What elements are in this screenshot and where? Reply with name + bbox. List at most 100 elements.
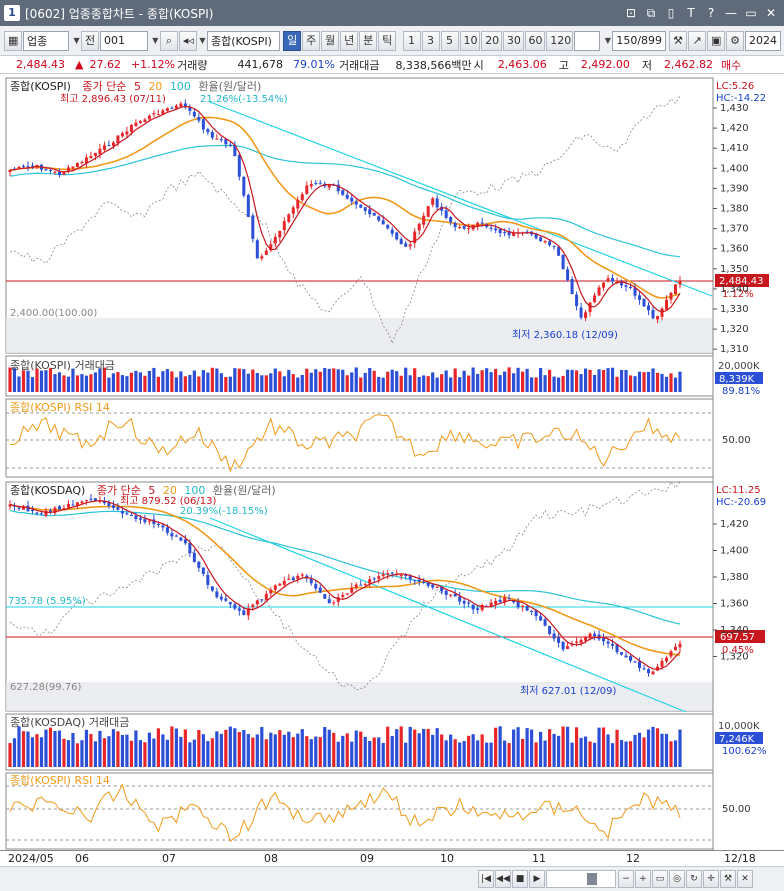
kospi-base-note: 2,400.00(100.00) [10,308,97,319]
zoom-in-icon[interactable]: + [635,870,651,888]
gear-icon[interactable]: ⚙ [726,30,745,51]
code-input[interactable]: 001 [100,30,148,51]
kospi-amount-bar [426,376,430,392]
kosdaq-amount-bar [440,734,444,767]
interval-1-button[interactable]: 1 [402,30,421,51]
tools-icon[interactable]: ⚒ [720,870,736,888]
draw-tool-icon[interactable]: ↗ [688,30,707,51]
data-count-field[interactable]: 150/899 [612,30,667,51]
interval-10-button[interactable]: 10 [459,30,481,51]
kospi-amount-bar [48,368,53,392]
zoom-slider-thumb[interactable] [587,873,597,885]
interval-5-button[interactable]: 5 [440,30,459,51]
next-page-icon[interactable]: ▶ [529,870,545,888]
kosdaq-amount-bar [192,739,196,767]
kospi-amount-bar [26,370,30,392]
link-icon[interactable]: ⊡ [625,6,637,20]
zoom-slider[interactable] [546,870,616,888]
period-minute-button[interactable]: 분 [359,30,378,51]
kosdaq-amount-bar [17,726,21,767]
period-day-button[interactable]: 일 [283,30,302,51]
kosdaq-y-tick-label: 1,340 [720,625,749,636]
kosdaq-amount-bar [89,734,93,767]
kosdaq-amount-bar [624,741,628,767]
kosdaq-candle-body [201,567,205,574]
interval-custom-input[interactable] [574,30,601,51]
buy-button[interactable]: 매수 [721,58,742,72]
grid-icon[interactable]: ▦ [4,30,22,51]
prev-page-icon[interactable]: ◀◀ [495,870,511,888]
kospi-amount-bar [120,375,125,392]
open-value: 2,463.06 [497,58,547,71]
kosdaq-amount-bar [381,742,385,767]
kospi-amount-bar [547,369,552,392]
copy-window-icon[interactable]: ⧉ [646,6,656,20]
search-icon[interactable]: ⌕ [159,30,178,51]
window-titlebar: 1 [0602] 업종종합차트 - 종합(KOSPI) ⊡ ⧉ ▯ T ? — … [0,0,784,26]
kosdaq-amount-bar [35,734,39,767]
kospi-y-axis: 1,430 1,420 1,410 1,400 1,390 1,380 1,370 1,360… [713,103,749,355]
chevron-down-icon[interactable]: ▼ [152,36,159,45]
layout-icon[interactable]: ▯ [667,6,675,20]
kospi-amount-bar [404,367,408,392]
kospi-candle-body [125,131,129,135]
stop-icon[interactable]: ■ [512,870,528,888]
settings-tools-icon[interactable]: ⚒ [669,30,688,51]
kospi-candle-body [588,302,592,312]
period-month-button[interactable]: 월 [321,30,340,51]
prev-button[interactable]: 전 [81,30,100,51]
kospi-candle-body [647,305,651,311]
minimize-icon[interactable]: — [725,6,737,20]
kosdaq-candle-body [633,661,637,663]
kospi-candle-body [381,220,385,225]
kosdaq-price-tag-text: 697.57 [720,632,755,643]
kosdaq-amount-bar [637,732,642,767]
interval-3-button[interactable]: 3 [421,30,440,51]
kosdaq-amount-bar [426,728,430,767]
help-icon[interactable]: ? [707,6,715,20]
interval-60-button[interactable]: 60 [524,30,546,51]
interval-120-button[interactable]: 120 [546,30,574,51]
date-input[interactable]: 2024 [745,30,782,51]
speaker-icon[interactable]: ◂◃ [178,30,197,51]
kosdaq-amount-bar [309,739,313,767]
kospi-candle-body [467,228,471,230]
expand-icon[interactable]: ▭ [652,870,668,888]
kospi-ma100-path [9,144,681,258]
market-select[interactable]: 업종 [23,30,69,51]
kosdaq-rsi-title: 종합(KOSPI) RSI 14 [10,774,110,787]
kospi-amount-bar [192,370,196,392]
period-week-button[interactable]: 주 [302,30,321,51]
kosdaq-amount-bar [300,729,304,767]
close-panel-icon[interactable]: ✕ [737,870,753,888]
close-icon[interactable]: ✕ [765,6,777,20]
chevron-down-icon[interactable]: ▼ [604,36,611,45]
interval-20-button[interactable]: 20 [481,30,502,51]
kospi-candle-body [507,231,511,236]
reset-icon[interactable]: ◎ [669,870,685,888]
period-tick-button[interactable]: 틱 [378,30,397,51]
text-icon[interactable]: T [687,6,695,20]
kosdaq-candle-body [422,581,426,584]
kospi-amount-bar [494,368,498,392]
save-icon[interactable]: ▣ [707,30,726,51]
kosdaq-amount-bar [345,733,349,767]
chart-area[interactable]: 종합(KOSPI) 종가 단순 5 20 100 환율(원/달러) 최고 2,8… [0,74,784,850]
kosdaq-candle-body [539,616,543,621]
maximize-icon[interactable]: ▭ [745,6,757,20]
crosshair-icon[interactable]: ✛ [703,870,719,888]
chart-canvas[interactable]: 종합(KOSPI) 종가 단순 5 20 100 환율(원/달러) 최고 2,8… [0,74,784,850]
kospi-candle-body [156,114,160,116]
kospi-candle-body [138,121,142,124]
period-year-button[interactable]: 년 [340,30,359,51]
zoom-out-icon[interactable]: − [618,870,634,888]
kosdaq-candle-body [431,584,435,588]
chevron-down-icon[interactable]: ▼ [73,36,80,45]
interval-30-button[interactable]: 30 [502,30,524,51]
first-page-icon[interactable]: |◀ [478,870,494,888]
refresh-icon[interactable]: ↻ [686,870,702,888]
chevron-down-icon[interactable]: ▼ [199,36,206,45]
kosdaq-rsi-line [9,783,681,843]
kospi-candle-body [62,172,66,175]
kospi-candle-body [327,184,331,188]
